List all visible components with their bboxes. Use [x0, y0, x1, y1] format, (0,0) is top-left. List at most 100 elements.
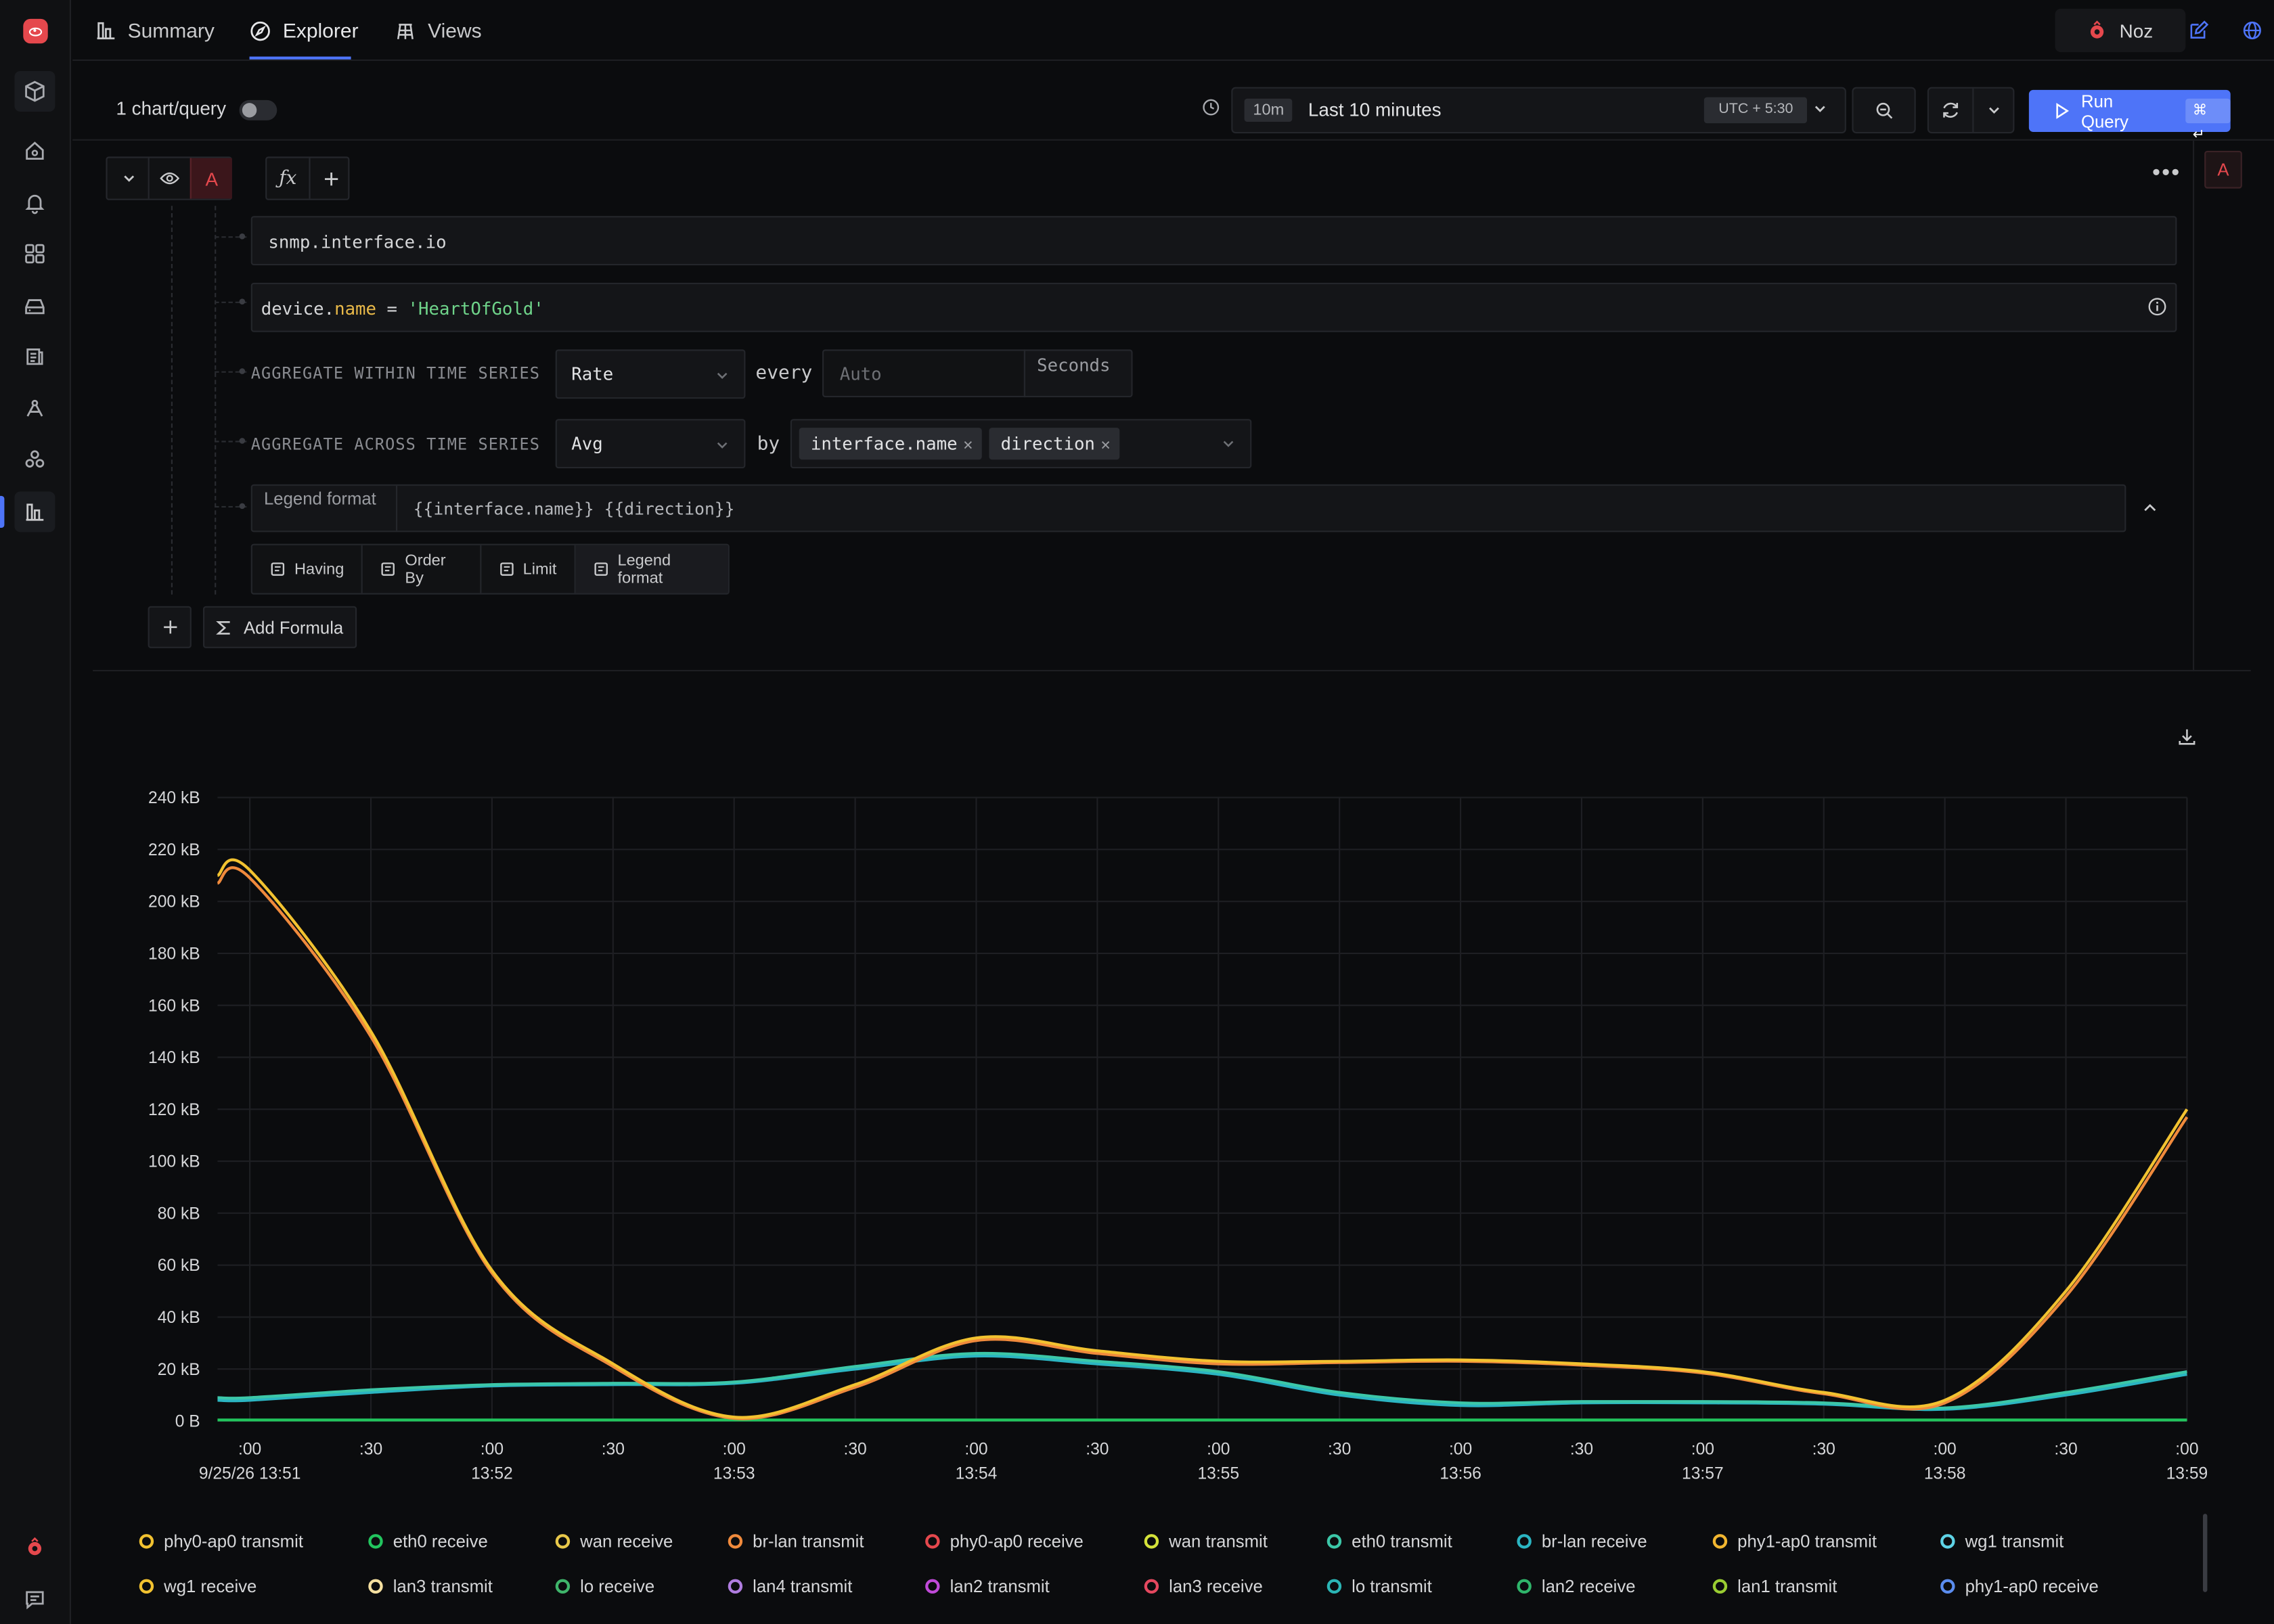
compass-icon [250, 20, 271, 41]
query-letter-badge[interactable]: A [2204, 150, 2242, 189]
chart-query-toggle[interactable] [239, 99, 277, 120]
legend-item[interactable]: lan3 transmit [368, 1576, 493, 1596]
top-nav: Summary Explorer Views Noz [72, 0, 2274, 61]
more-options-icon[interactable]: ••• [2152, 160, 2181, 186]
option-icon [270, 561, 286, 577]
legend-item[interactable]: eth0 receive [368, 1531, 488, 1552]
globe-icon[interactable] [2242, 20, 2262, 41]
legend-item[interactable]: br-lan transmit [728, 1531, 864, 1552]
x-tick-label: :30 [1570, 1440, 1593, 1458]
chevron-up-icon[interactable] [2142, 500, 2158, 516]
option-icon [380, 561, 397, 577]
legend-item[interactable]: phy0-ap0 receive [925, 1531, 1084, 1552]
cube-icon[interactable] [14, 71, 55, 112]
eye-icon[interactable] [148, 158, 190, 199]
metrics-icon[interactable] [14, 491, 55, 533]
integrations-icon[interactable] [14, 439, 55, 480]
legend-item[interactable]: lo receive [555, 1576, 654, 1596]
series-line [217, 858, 2189, 1419]
chevron-down-icon[interactable] [1813, 102, 1827, 116]
refresh-control[interactable] [1927, 87, 2015, 134]
order-by-option[interactable]: Order By [363, 545, 481, 593]
limit-option[interactable]: Limit [481, 545, 576, 593]
having-option[interactable]: Having [252, 545, 363, 593]
time-range-picker[interactable]: 10m Last 10 minutes UTC + 5:30 [1231, 87, 1846, 134]
legend-item[interactable]: phy1-ap0 receive [1940, 1576, 2099, 1596]
legend-item[interactable]: lan2 receive [1517, 1576, 1636, 1596]
query-options: Having Order By Limit Legend format [250, 543, 730, 595]
legend-swatch [1517, 1534, 1532, 1549]
edit-icon[interactable] [2189, 20, 2209, 41]
chevron-down-icon[interactable] [1987, 103, 2001, 117]
add-formula-button[interactable]: Add Formula [203, 606, 357, 648]
legend-item[interactable]: wan receive [555, 1531, 673, 1552]
user-menu[interactable]: Noz [2055, 8, 2186, 53]
legend-scrollbar[interactable] [2203, 1514, 2208, 1592]
plus-icon[interactable] [309, 158, 351, 199]
traces-icon[interactable] [14, 388, 55, 429]
profile-icon[interactable] [14, 1527, 55, 1567]
aggregate-within-select[interactable]: Rate [555, 349, 746, 399]
legend-item[interactable]: phy0-ap0 transmit [139, 1531, 303, 1552]
legend-item[interactable]: lan3 receive [1144, 1576, 1263, 1596]
group-by-tag[interactable]: interface.name ✕ [799, 428, 982, 460]
legend-item[interactable]: lan2 transmit [925, 1576, 1050, 1596]
refresh-icon[interactable] [1940, 100, 1961, 120]
x-tick-date-label: 13:57 [1682, 1465, 1724, 1483]
close-icon[interactable]: ✕ [963, 434, 973, 454]
legend-format-option[interactable]: Legend format [575, 545, 728, 593]
bell-icon[interactable] [14, 183, 55, 223]
legend-item[interactable]: eth0 transmit [1326, 1531, 1452, 1552]
tab-explorer[interactable]: Explorer [250, 0, 359, 61]
filter-input[interactable]: device.name = 'HeartOfGold' [250, 282, 2177, 332]
group-by-tag[interactable]: direction ✕ [989, 428, 1119, 460]
every-label: every [755, 362, 813, 384]
home-icon[interactable] [14, 131, 55, 171]
zoom-out-button[interactable] [1852, 87, 1916, 134]
add-query-button[interactable] [148, 606, 192, 648]
function-icon[interactable]: ƒx [279, 167, 297, 189]
x-tick-date-label: 13:53 [713, 1465, 755, 1483]
aggregate-across-select[interactable]: Avg [555, 419, 746, 469]
chevron-down-icon[interactable] [1221, 436, 1235, 451]
x-tick-label: :00 [1691, 1440, 1714, 1458]
run-query-button[interactable]: Run Query ⌘ ↵ [2028, 89, 2231, 143]
y-tick-label: 80 kB [158, 1204, 200, 1223]
legend-label: br-lan transmit [753, 1531, 864, 1552]
x-tick-label: :30 [2054, 1440, 2077, 1458]
grid-icon[interactable] [14, 233, 55, 274]
legend-item[interactable]: lo transmit [1326, 1576, 1432, 1596]
legend-swatch [1517, 1579, 1532, 1594]
group-by-select[interactable]: interface.name ✕ direction ✕ [790, 419, 1252, 469]
legend-item[interactable]: phy1-ap0 transmit [1712, 1531, 1877, 1552]
legend-item[interactable]: wg1 transmit [1940, 1531, 2064, 1552]
logo-icon[interactable] [23, 18, 48, 44]
x-tick-date-label: 13:54 [956, 1465, 998, 1483]
x-tick-date-label: 13:55 [1197, 1465, 1239, 1483]
legend-swatch [1144, 1579, 1159, 1594]
info-icon[interactable] [2148, 297, 2167, 316]
chart-svg[interactable]: 240 kB 220 kB 200 kB 180 kB 160 kB 140 kB 120 … [93, 769, 2225, 1493]
timeseries-chart[interactable]: 240 kB 220 kB 200 kB 180 kB 160 kB 140 kB 120 … [93, 769, 2225, 1493]
legend-item[interactable]: lan4 transmit [728, 1576, 852, 1596]
legend-item[interactable]: wan transmit [1144, 1531, 1268, 1552]
logs-icon[interactable] [14, 336, 55, 377]
interval-unit: Seconds [1023, 349, 1133, 398]
interval-input[interactable]: Auto [822, 349, 1025, 398]
tab-summary[interactable]: Summary [95, 0, 215, 61]
query-letter[interactable]: A [190, 158, 232, 199]
chevron-down-icon[interactable] [108, 158, 150, 199]
legend-format-input[interactable]: {{interface.name}} {{direction}} [413, 499, 735, 520]
timezone-badge[interactable]: UTC + 5:30 [1703, 97, 1808, 124]
legend-item[interactable]: br-lan receive [1517, 1531, 1647, 1552]
legend-item[interactable]: wg1 receive [139, 1576, 257, 1596]
close-icon[interactable]: ✕ [1100, 434, 1111, 454]
chat-support-icon[interactable] [14, 1579, 55, 1620]
download-icon[interactable] [2177, 727, 2197, 747]
chevron-down-icon [715, 368, 729, 382]
tab-views[interactable]: Views [395, 0, 482, 61]
legend-item[interactable]: lan1 transmit [1712, 1576, 1837, 1596]
metric-name-input[interactable]: snmp.interface.io [250, 216, 2177, 266]
legend-item[interactable]: lan4 receive [139, 1621, 258, 1624]
inbox-icon[interactable] [14, 286, 55, 326]
